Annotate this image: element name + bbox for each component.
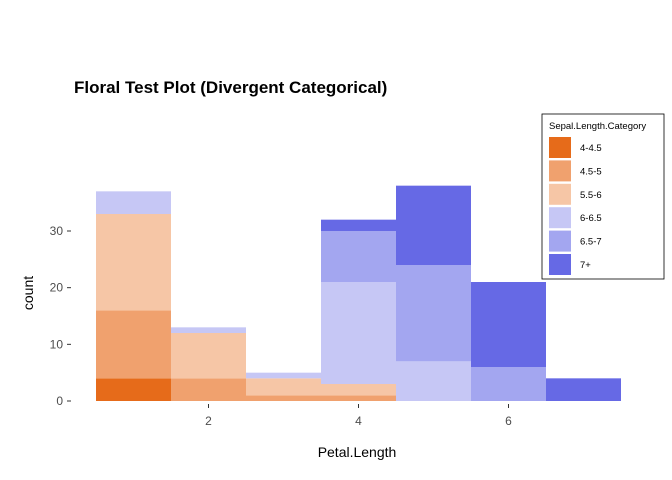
legend-label-6.5-7: 6.5-7 (580, 237, 602, 248)
legend-items: 4-4.5 4.5-5 5.5-6 6-6.5 6.5-7 7+ (549, 137, 602, 275)
bar-segment-7+-bin-7 (546, 378, 621, 401)
bar-segment-6.5-7-bin-6 (471, 367, 546, 401)
legend-label-6-6.5: 6-6.5 (580, 213, 602, 224)
bar-segment-5.5-6-bin-3 (246, 378, 321, 396)
x-tick-label: 4 (355, 414, 362, 428)
chart-title: Floral Test Plot (Divergent Categorical) (74, 78, 387, 97)
bar-segment-5.5-6-bin-1 (96, 214, 171, 311)
legend-label-4.5-5: 4.5-5 (580, 166, 602, 177)
legend-swatch-6.5-7 (549, 230, 571, 252)
x-axis-title: Petal.Length (318, 444, 397, 460)
bar-segment-6-6.5-bin-5 (396, 361, 471, 401)
y-tick-label: 10 (50, 337, 64, 351)
bar-segment-4-4.5-bin-1 (96, 378, 171, 401)
bar-segment-7+-bin-5 (396, 185, 471, 265)
legend-swatch-5.5-6 (549, 183, 571, 205)
y-tick-label: 0 (56, 394, 63, 408)
bars-layer (96, 185, 621, 401)
legend-swatch-4.5-5 (549, 160, 571, 182)
bar-segment-7+-bin-4 (321, 219, 396, 231)
legend-label-5.5-6: 5.5-6 (580, 190, 602, 201)
legend: Sepal.Length.Category 4-4.5 4.5-5 5.5-6 6-6… (541, 113, 665, 280)
y-tick-label: 30 (50, 224, 64, 238)
bar-segment-6-6.5-bin-4 (321, 282, 396, 384)
legend-title: Sepal.Length.Category (549, 121, 646, 132)
legend-label-4-4.5: 4-4.5 (580, 143, 602, 154)
legend-swatch-7+ (549, 254, 571, 275)
legend-swatch-4-4.5 (549, 137, 571, 158)
x-tick-label: 2 (205, 414, 212, 428)
y-axis-title: count (20, 276, 36, 310)
bar-segment-4.5-5-bin-1 (96, 310, 171, 379)
x-axis: 2 4 6 (205, 404, 512, 428)
bar-segment-6.5-7-bin-4 (321, 231, 396, 282)
bar-segment-6-6.5-bin-3 (246, 372, 321, 379)
legend-label-7+: 7+ (580, 260, 591, 271)
bar-segment-5.5-6-bin-2 (171, 333, 246, 379)
bar-segment-6-6.5-bin-1 (96, 191, 171, 214)
y-axis: 0 10 20 30 (50, 224, 71, 408)
bar-segment-5.5-6-bin-4 (321, 384, 396, 396)
legend-swatch-6-6.5 (549, 207, 571, 229)
bar-segment-4.5-5-bin-2 (171, 378, 246, 401)
x-tick-label: 6 (505, 414, 512, 428)
bar-segment-6-6.5-bin-2 (171, 327, 246, 333)
bar-segment-4.5-5-bin-3 (246, 395, 321, 401)
y-tick-label: 20 (50, 281, 64, 295)
bar-segment-4.5-5-bin-4 (321, 395, 396, 401)
bar-segment-7+-bin-6 (471, 282, 546, 367)
bar-segment-6.5-7-bin-5 (396, 265, 471, 362)
